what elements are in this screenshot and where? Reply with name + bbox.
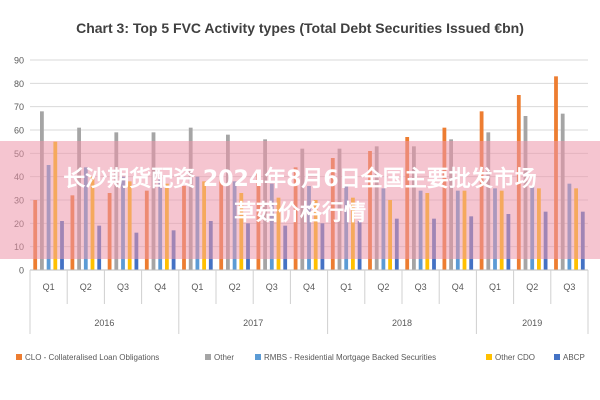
x-tick-label: Q4 [452, 282, 464, 292]
x-tick-label: Q3 [117, 282, 129, 292]
chart-title: Chart 3: Top 5 FVC Activity types (Total… [76, 20, 524, 36]
x-tick-label: Q3 [415, 282, 427, 292]
x-group-label: 2019 [522, 318, 542, 328]
y-tick-label: 80 [14, 79, 24, 89]
legend-swatch [554, 354, 560, 360]
legend-swatch [205, 354, 211, 360]
y-tick-label: 70 [14, 102, 24, 112]
x-group-label: 2016 [94, 318, 114, 328]
x-tick-label: Q2 [229, 282, 241, 292]
x-tick-label: Q4 [154, 282, 166, 292]
x-group-label: 2018 [392, 318, 412, 328]
x-tick-label: Q1 [43, 282, 55, 292]
legend-label: Other [214, 353, 234, 362]
legend-label: CLO - Collateralised Loan Obligations [25, 353, 159, 362]
legend-swatch [16, 354, 22, 360]
y-tick-label: 90 [14, 56, 24, 66]
x-tick-label: Q2 [80, 282, 92, 292]
x-group-label: 2017 [243, 318, 263, 328]
x-tick-label: Q3 [266, 282, 278, 292]
legend-label: Other CDO [495, 353, 535, 362]
y-tick-label: 0 [19, 266, 24, 276]
x-tick-label: Q3 [563, 282, 575, 292]
x-tick-label: Q4 [303, 282, 315, 292]
x-tick-label: Q1 [191, 282, 203, 292]
y-tick-label: 60 [14, 126, 24, 136]
legend-label: ABCP [563, 353, 585, 362]
x-tick-label: Q1 [340, 282, 352, 292]
watermark-banner [0, 141, 600, 259]
watermark-text: 长沙期货配资 2024年8月6日全国主要批发市场 草菇价格行情 [0, 163, 600, 231]
x-tick-label: Q1 [489, 282, 501, 292]
x-tick-label: Q2 [377, 282, 389, 292]
watermark-line-2: 草菇价格行情 [233, 201, 366, 226]
legend-label: RMBS - Residential Mortgage Backed Secur… [264, 353, 436, 362]
legend-swatch [486, 354, 492, 360]
watermark-line-1: 长沙期货配资 2024年8月6日全国主要批发市场 [63, 167, 537, 192]
legend-swatch [255, 354, 261, 360]
x-axis: Q1 Q2 Q3 Q4 2016 Q1 Q2 Q3 Q4 2017 Q1 Q2 Q3 Q4 2018 Q1 Q2… [29, 269, 589, 334]
legend: CLO - Collateralised Loan Obligations Oth… [16, 353, 585, 362]
x-tick-label: Q2 [526, 282, 538, 292]
